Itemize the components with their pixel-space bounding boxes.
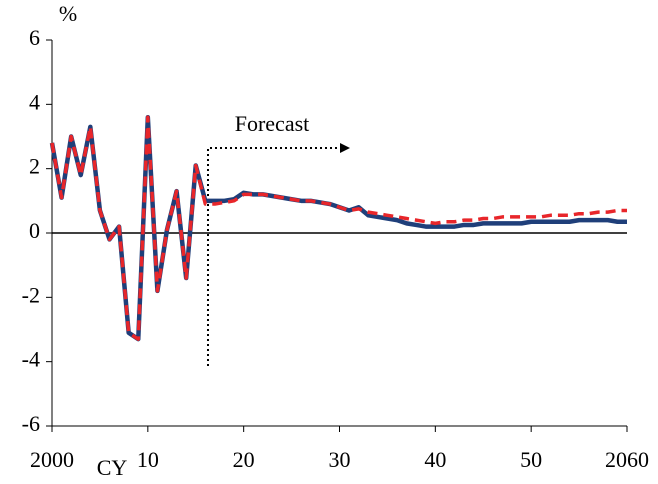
y-tick-label: 4 [29, 89, 40, 114]
forecast-arrowhead [340, 143, 350, 153]
y-tick-label: 0 [29, 218, 40, 243]
x-tick-label: 30 [329, 447, 351, 472]
forecast-arrow [207, 147, 342, 366]
x-tick-label: 10 [137, 447, 159, 472]
x-tick-label: 20 [233, 447, 255, 472]
y-unit: % [59, 1, 77, 26]
x-tick-label: 50 [520, 447, 542, 472]
y-tick-label: 2 [29, 154, 40, 179]
x-tick-label: 2060 [605, 447, 649, 472]
x-tick-label: 40 [424, 447, 446, 472]
x-axis-label: CY [97, 455, 128, 480]
y-tick-label: -6 [22, 411, 40, 436]
series-line [50, 115, 627, 341]
x-tick-label: 2000 [30, 447, 74, 472]
y-tick-label: -4 [22, 347, 40, 372]
y-tick-label: -2 [22, 282, 40, 307]
y-tick-label: 6 [29, 25, 40, 50]
forecast-label: Forecast [235, 111, 310, 136]
